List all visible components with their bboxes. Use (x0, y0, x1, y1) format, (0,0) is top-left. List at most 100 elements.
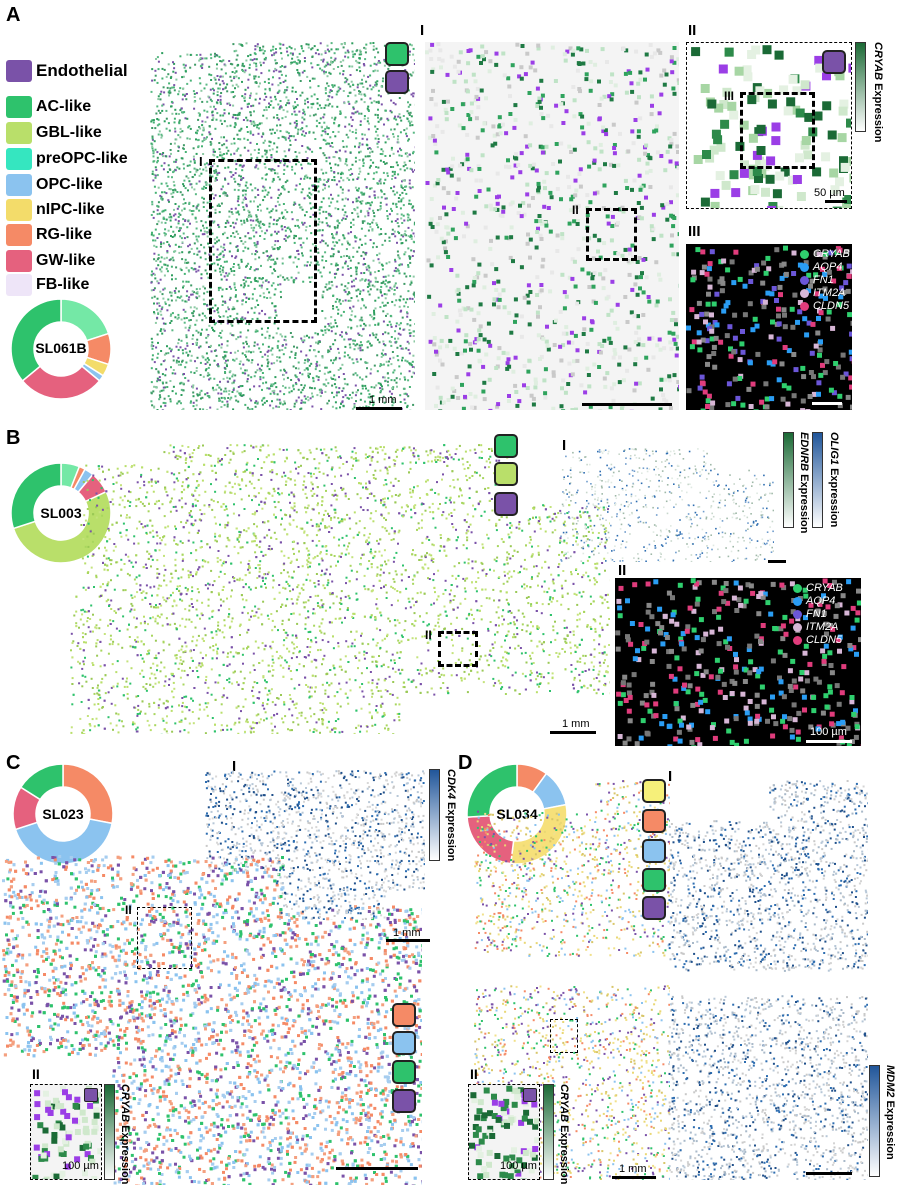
tissue-map-c (2, 855, 422, 1185)
panel-label-a: A (6, 4, 20, 27)
gene-dot (800, 289, 809, 298)
expression-map-c-i (205, 770, 425, 920)
gene-label: CRYAB (806, 582, 843, 595)
legend-item-opc-like: OPC-like (6, 174, 103, 196)
legend-label: GBL-like (36, 124, 102, 142)
zoom-box-a-iii (740, 92, 815, 169)
subpanel-label-d-i: I (668, 768, 672, 785)
gene-dot (793, 636, 802, 645)
colorbar-cdk4 (429, 769, 440, 861)
legend-label: Endothelial (36, 61, 128, 81)
gene-legend-b: CRYAB AQP4 FN1 ITM2A CLDN5 (793, 582, 843, 647)
donut-sl061b (10, 298, 112, 400)
colorbar-cryab-d (543, 1084, 554, 1180)
gene-legend-item: CRYAB (793, 582, 843, 595)
swatch-c-blue (392, 1031, 416, 1055)
legend-item-endothelial: Endothelial (6, 60, 128, 82)
legend-item-gw-like: GW-like (6, 250, 95, 272)
donut-sl023 (12, 763, 114, 865)
legend-label: preOPC-like (36, 150, 128, 168)
fish-image-a-iii (686, 244, 852, 410)
gene-dot (793, 597, 802, 606)
gene-label: ITM2A (806, 621, 838, 634)
legend-item-preopc-like: preOPC-like (6, 148, 128, 170)
legend-item-gbl-like: GBL-like (6, 122, 102, 144)
swatch-a-ii-purple (822, 50, 846, 74)
zoom-map-a-ii (686, 42, 852, 209)
gene-dot (800, 250, 809, 259)
legend-item-fb-like: FB-like (6, 274, 89, 296)
gene-legend-item: ITM2A (793, 621, 843, 634)
colorbar-label-ednrb: EDNRB Expression (798, 432, 810, 533)
colorbar-label-mdm2: MDM2 Expression (884, 1065, 896, 1160)
scaletext-c-ii: 100 µm (62, 1160, 99, 1172)
legend-swatch (6, 122, 32, 144)
scaletext-a-ii: 50 µm (814, 187, 845, 199)
zoom-box-c-ii (137, 907, 192, 969)
legend-label: nIPC-like (36, 201, 104, 219)
scaletext-b: 1 mm (562, 718, 590, 730)
subpanel-label-a-i: I (420, 22, 424, 39)
colorbar-olig1 (812, 432, 823, 528)
swatch-d-green (642, 868, 666, 892)
legend-item-nipc-like: nIPC-like (6, 199, 104, 221)
gene-label: FN1 (806, 608, 827, 621)
scalebar-c-i (386, 939, 430, 942)
box-label-c-ii: II (125, 903, 132, 917)
gene-dot (793, 584, 802, 593)
colorbar-label-cryab-c: CRYAB Expression (119, 1084, 131, 1184)
legend-swatch (6, 274, 32, 296)
swatch-d-ii-purple (523, 1088, 537, 1102)
scalebar-b (550, 731, 596, 734)
colorbar-label-cdk4: CDK4 Expression (445, 769, 457, 861)
subpanel-label-c-ii: II (32, 1066, 40, 1082)
subpanel-label-a-ii: II (688, 22, 696, 39)
swatch-b-green (494, 434, 518, 458)
colorbar-label-cryab-a: CRYAB Expression (872, 42, 884, 142)
scalebar-a-i (582, 403, 672, 406)
gene-label: CLDN5 (813, 300, 849, 313)
legend-swatch (6, 96, 32, 118)
colorbar-label-cryab-d: CRYAB Expression (558, 1084, 570, 1184)
scalebar-b-i (768, 560, 786, 563)
gene-legend-item: CLDN5 (800, 300, 850, 313)
gene-legend-item: FN1 (793, 608, 843, 621)
colorbar-cryab-c (104, 1084, 115, 1180)
swatch-c-ii-purple (84, 1088, 98, 1102)
box-label-a-i: I (199, 154, 203, 169)
legend-label: FB-like (36, 276, 89, 294)
swatch-c-green (392, 1060, 416, 1084)
swatch-d-orange (642, 809, 666, 833)
box-label-a-iii: III (724, 89, 734, 103)
gene-label: CRYAB (813, 248, 850, 261)
box-label-a-ii: II (572, 203, 579, 217)
gene-dot (793, 623, 802, 632)
swatch-b-lime (494, 462, 518, 486)
expression-map-d-i (668, 780, 868, 1180)
subpanel-label-b-ii: II (618, 562, 626, 579)
donut-label-sl023: SL023 (10, 806, 116, 822)
scalebar-d-i (806, 1172, 852, 1175)
legend-swatch (6, 224, 32, 246)
legend-swatch (6, 174, 32, 196)
panel-label-d: D (458, 752, 472, 775)
colorbar-cryab-a (855, 42, 866, 132)
gene-legend-item: AQP4 (793, 595, 843, 608)
scaletext-a: 1 mm (369, 394, 397, 406)
scaletext-b-ii: 100 µm (810, 726, 847, 738)
legend-label: AC-like (36, 98, 91, 116)
gene-dot (800, 263, 809, 272)
gene-legend-item: CRYAB (800, 248, 850, 261)
gene-label: ITM2A (813, 287, 845, 300)
donut-label-sl003: SL003 (8, 505, 114, 521)
panel-label-b: B (6, 427, 20, 450)
gene-label: AQP4 (813, 261, 842, 274)
legend-swatch (6, 60, 32, 82)
legend-item-rg-like: RG-like (6, 224, 92, 246)
gene-legend-a: CRYAB AQP4 FN1 ITM2A CLDN5 (800, 248, 850, 313)
gene-label: CLDN5 (806, 634, 842, 647)
colorbar-ednrb (783, 432, 794, 528)
zoom-box-a-i (209, 159, 317, 323)
box-label-b-ii: II (425, 628, 432, 642)
gene-dot (800, 302, 809, 311)
